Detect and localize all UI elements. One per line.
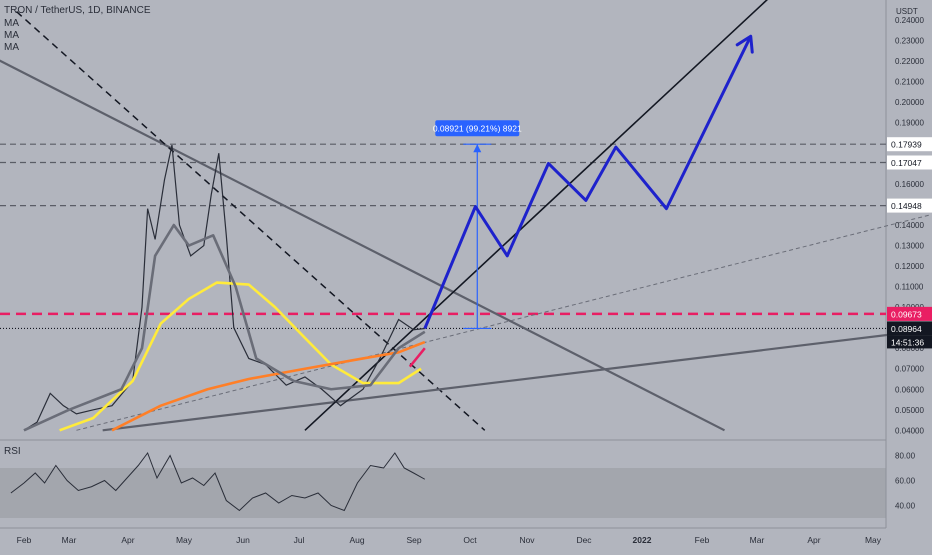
red-arrow[interactable] xyxy=(408,347,426,368)
trendline-0[interactable] xyxy=(0,57,726,432)
price-tick-label: 0.11000 xyxy=(895,283,924,292)
price-badge-3 xyxy=(887,306,932,321)
price-tick-label: 0.12000 xyxy=(895,262,924,271)
trendline-4[interactable] xyxy=(76,214,931,431)
rsi-tick-label: 40.00 xyxy=(895,502,916,511)
countdown-label: 14:51:36 xyxy=(891,337,924,347)
price-badge-label-0: 0.17939 xyxy=(891,140,922,150)
price-badge-label-3: 0.09673 xyxy=(891,309,922,319)
time-tick-label: May xyxy=(176,535,193,545)
price-tick-label: 0.20000 xyxy=(895,98,924,107)
trendline-3[interactable] xyxy=(304,0,768,431)
time-tick-label: Mar xyxy=(750,535,765,545)
indicator-ma-3[interactable]: MA xyxy=(4,42,19,53)
rsi-band xyxy=(0,468,886,518)
ma-line-2 xyxy=(23,223,426,432)
price-tick-label: 0.06000 xyxy=(895,385,924,394)
projection-arrowhead xyxy=(735,34,754,54)
price-line xyxy=(23,144,425,431)
price-tick-label: 0.24000 xyxy=(895,16,924,25)
measure-label: 0.08921 (99.21%) 8921 xyxy=(433,124,522,134)
price-tick-label: 0.19000 xyxy=(895,118,924,127)
time-tick-label: 2022 xyxy=(633,535,652,545)
time-tick-label: Sep xyxy=(406,535,421,545)
price-badge-label-1: 0.17047 xyxy=(891,158,922,168)
rsi-tick-label: 80.00 xyxy=(895,452,916,461)
projection-path[interactable] xyxy=(423,35,753,330)
time-tick-label: Mar xyxy=(62,535,77,545)
time-tick-label: Nov xyxy=(519,535,535,545)
price-tick-label: 0.22000 xyxy=(895,57,924,66)
price-badge-4 xyxy=(887,321,932,336)
time-tick-label: Feb xyxy=(695,535,710,545)
indicator-ma-1[interactable]: MA xyxy=(4,18,19,29)
time-tick-label: Jul xyxy=(294,535,305,545)
trendline-1[interactable] xyxy=(16,11,486,431)
time-tick-label: Oct xyxy=(463,535,477,545)
measure-label-box xyxy=(435,120,520,137)
price-tick-label: 0.07000 xyxy=(895,365,924,374)
rsi-title: RSI xyxy=(4,446,21,457)
price-unit-label: USDT xyxy=(896,7,918,16)
time-tick-label: Dec xyxy=(576,535,592,545)
price-tick-label: 0.05000 xyxy=(895,406,924,415)
measure-arrowhead xyxy=(473,144,482,153)
price-badge-2 xyxy=(887,198,932,213)
trendline-2[interactable] xyxy=(102,328,931,432)
price-tick-label: 0.08000 xyxy=(895,344,924,353)
time-tick-label: Aug xyxy=(349,535,364,545)
rsi-line xyxy=(10,451,426,512)
indicator-ma-2[interactable]: MA xyxy=(4,30,19,41)
price-tick-label: 0.13000 xyxy=(895,242,924,251)
price-badge-label-2: 0.14948 xyxy=(891,201,922,211)
price-tick-label: 0.16000 xyxy=(895,180,924,189)
time-tick-label: May xyxy=(865,535,882,545)
price-tick-label: 0.21000 xyxy=(895,77,924,86)
price-tick-label: 0.23000 xyxy=(895,36,924,45)
ma-line-0 xyxy=(59,281,422,432)
price-badge-0 xyxy=(887,137,932,152)
time-tick-label: Apr xyxy=(121,535,134,545)
time-tick-label: Jun xyxy=(236,535,250,545)
countdown-badge xyxy=(887,335,932,349)
symbol-title: TRON / TetherUS, 1D, BINANCE xyxy=(4,5,151,16)
price-badge-label-4: 0.08964 xyxy=(891,324,922,334)
time-tick-label: Feb xyxy=(17,535,32,545)
ma-line-1 xyxy=(111,340,426,432)
rsi-tick-label: 60.00 xyxy=(895,477,916,486)
price-tick-label: 0.14000 xyxy=(895,221,924,230)
time-tick-label: Apr xyxy=(807,535,820,545)
price-badge-1 xyxy=(887,155,932,170)
price-tick-label: 0.04000 xyxy=(895,426,924,435)
